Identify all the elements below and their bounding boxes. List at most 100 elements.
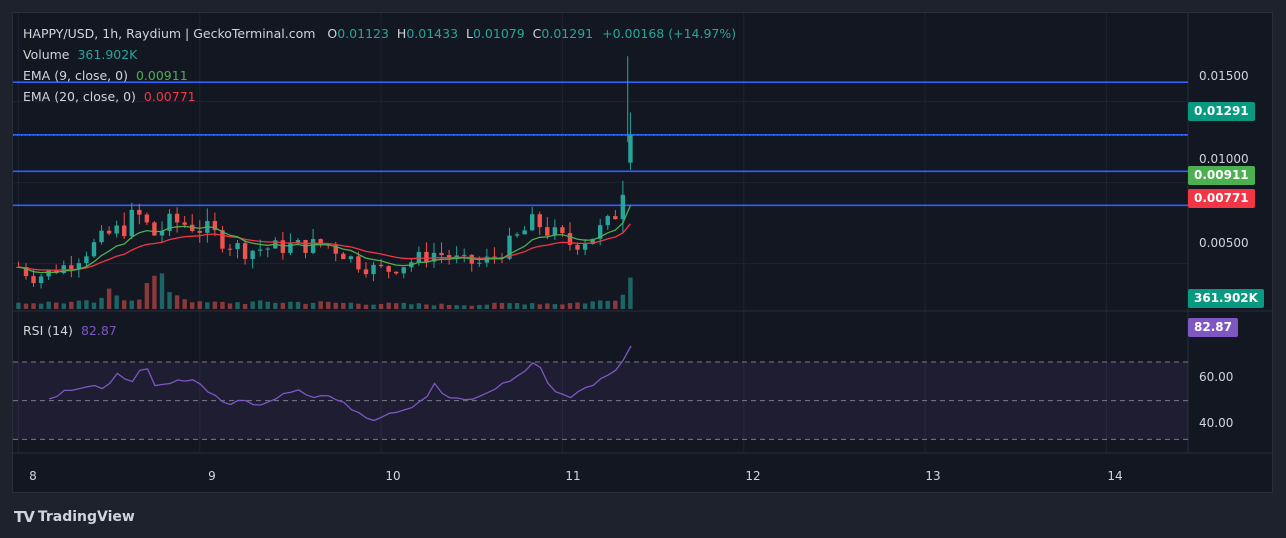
volume-bar [378, 304, 384, 309]
volume-bar [61, 303, 66, 309]
open-label: O [327, 26, 338, 41]
volume-bar [552, 304, 558, 309]
candle-body [386, 266, 391, 272]
volume-bar [529, 303, 535, 309]
low-value: 0.01079 [472, 26, 525, 41]
candle-body [416, 251, 422, 263]
candle-body [567, 233, 573, 245]
x-tick-label: 11 [565, 469, 581, 483]
candle-body [235, 243, 240, 250]
candle-body [522, 230, 527, 235]
candle-body [628, 135, 633, 163]
volume-bar [409, 304, 414, 309]
volume-bar [597, 300, 603, 309]
ema9-line [18, 205, 631, 274]
x-tick-label: 13 [925, 469, 941, 483]
rsi-line [49, 345, 632, 422]
tradingview-logo[interactable]: TV TradingView [14, 508, 135, 526]
candle-body [371, 264, 376, 275]
volume-bar [54, 302, 59, 309]
volume-legend[interactable]: Volume 361.902K [23, 47, 137, 62]
candle-body [91, 242, 97, 257]
candle-body [605, 216, 610, 226]
volume-bar [288, 301, 293, 309]
volume-bar [84, 300, 89, 309]
price-badge: 0.01291 [1188, 102, 1255, 121]
volume-bar [620, 294, 626, 309]
volume-bar [242, 303, 248, 309]
volume-bar [348, 302, 354, 309]
volume-bar [545, 303, 550, 309]
x-tick-label: 10 [385, 469, 401, 483]
volume-bar [582, 303, 588, 309]
volume-bar [129, 300, 134, 309]
volume-bar [212, 301, 218, 309]
candle-body [310, 239, 316, 253]
volume-bar [560, 304, 565, 309]
candle-body [46, 270, 51, 277]
candle-body [250, 250, 255, 260]
volume-bar [333, 302, 338, 309]
rsi-legend[interactable]: RSI (14) 82.87 [23, 323, 117, 338]
volume-bar [484, 304, 490, 309]
volume-bar [461, 305, 467, 309]
low-label: L [466, 26, 473, 41]
volume-bar [575, 302, 580, 309]
candle-body [348, 256, 354, 260]
symbol-title: HAPPY/USD, 1h, Raydium | GeckoTerminal.c… [23, 26, 316, 41]
candle-body [537, 214, 542, 228]
candle-body [552, 227, 558, 236]
volume-bar [371, 304, 376, 309]
candle-body [258, 249, 263, 251]
candle-body [174, 213, 180, 223]
volume-bar [386, 302, 391, 309]
candle-body [197, 230, 202, 233]
volume-bar [605, 300, 610, 309]
candle-body [84, 256, 89, 264]
volume-bar [122, 300, 127, 309]
candle-body [597, 225, 603, 239]
volume-bar [522, 304, 527, 309]
volume-bar [613, 300, 618, 309]
volume-bar [590, 301, 595, 309]
rsi-tick-label: 40.00 [1199, 416, 1234, 430]
chart-frame[interactable]: HAPPY/USD, 1h, Raydium | GeckoTerminal.c… [12, 12, 1273, 493]
ema9-legend[interactable]: EMA (9, close, 0) 0.00911 [23, 68, 188, 83]
candle-body [69, 265, 74, 270]
price-tick-label: 0.00500 [1199, 236, 1249, 250]
high-value: 0.01433 [406, 26, 459, 41]
x-tick-label: 9 [208, 469, 216, 483]
volume-bar [38, 303, 44, 309]
candle-body [545, 227, 550, 236]
candle-body [106, 230, 112, 234]
candle-body [507, 235, 512, 259]
candle-body [99, 230, 104, 243]
volume-bar [416, 303, 422, 309]
close-label: C [532, 26, 542, 41]
ema20-badge: 0.00771 [1188, 189, 1255, 208]
close-value: 0.01291 [541, 26, 594, 41]
candle-body [446, 255, 452, 259]
volume-bar [537, 304, 542, 309]
candle-body [560, 227, 565, 234]
tv-logo-icon: TV [14, 508, 35, 526]
volume-bar [280, 302, 286, 309]
rsi-value: 82.87 [80, 323, 117, 338]
volume-bar [76, 300, 82, 309]
candle-body [137, 209, 142, 215]
volume-bar [220, 301, 225, 309]
volume-bar [356, 303, 361, 309]
ema20-legend[interactable]: EMA (20, close, 0) 0.00771 [23, 89, 196, 104]
ema20-line [18, 223, 631, 271]
candle-body [23, 267, 29, 277]
volume-bar [318, 301, 323, 309]
volume-bar [303, 303, 308, 309]
candle-body [461, 254, 467, 256]
chart-canvas[interactable] [13, 13, 1273, 493]
candle-body [439, 252, 444, 256]
volume-bar [114, 295, 119, 309]
change-value: +0.00168 (+14.97%) [602, 26, 737, 41]
volume-bar [477, 304, 482, 309]
candle-body [356, 256, 361, 270]
volume-bar [167, 292, 172, 309]
